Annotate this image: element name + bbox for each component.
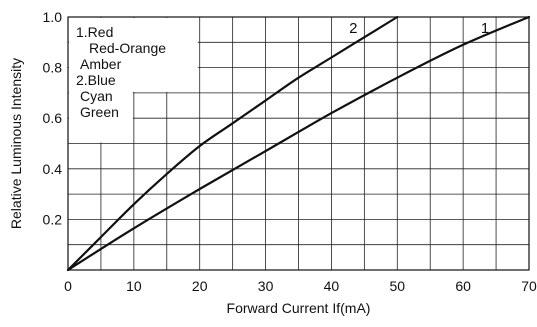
- legend-entry: 1.Red: [76, 24, 113, 40]
- x-tick-label: 40: [324, 278, 340, 294]
- x-tick-label: 20: [192, 278, 208, 294]
- y-axis-title: Relative Luminous Intensity: [8, 58, 24, 229]
- y-tick-label: 0.8: [43, 60, 63, 76]
- x-tick-label: 50: [389, 278, 405, 294]
- y-tick-label: 1.0: [43, 9, 63, 25]
- x-axis-title: Forward Current If(mA): [227, 300, 371, 316]
- y-tick-label: 0.6: [43, 110, 63, 126]
- legend-entry: Green: [80, 104, 119, 120]
- y-tick-label: 0.4: [43, 161, 63, 177]
- x-tick-label: 0: [64, 278, 72, 294]
- series-line-1: [66, 15, 531, 272]
- series-line-2: [66, 15, 399, 272]
- legend-entry: Amber: [80, 56, 122, 72]
- legend-entry: Red-Orange: [89, 40, 166, 56]
- series-label-2: 2: [349, 20, 357, 37]
- x-tick-label: 10: [126, 278, 142, 294]
- legend-background: [69, 18, 133, 143]
- grid: [68, 17, 529, 270]
- plot-frame: [67, 16, 530, 271]
- series-label-1: 1: [481, 20, 489, 37]
- x-tick-label: 70: [521, 278, 537, 294]
- legend-entry: Cyan: [80, 88, 113, 104]
- legend-entry: 2.Blue: [76, 72, 116, 88]
- tick-labels: 0 10 20 30 40 50 60 70 0.2 0.4 0.6 0.8 1.0: [43, 9, 537, 294]
- legend-background: [131, 18, 198, 92]
- y-tick-label: 0.2: [43, 211, 63, 227]
- x-tick-label: 60: [455, 278, 471, 294]
- x-tick-label: 30: [258, 278, 274, 294]
